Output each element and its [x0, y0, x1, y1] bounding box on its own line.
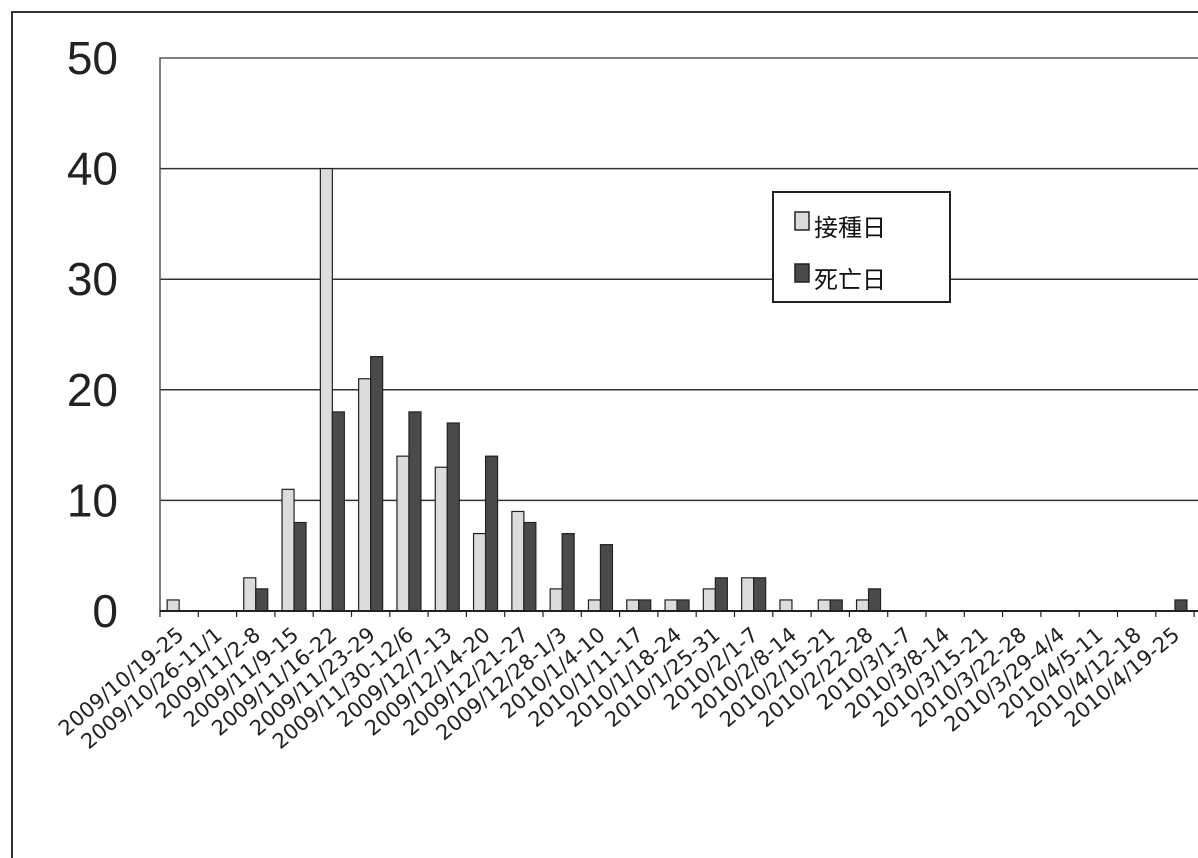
legend-swatch-series-1: [794, 263, 810, 283]
bar-series-0-9: [511, 510, 525, 612]
bar-series-0-2: [243, 577, 257, 612]
bar-series-0-8: [472, 532, 487, 612]
bar-series-1-15: [753, 577, 767, 612]
bar-series-1-11: [599, 544, 614, 612]
gridlines: [160, 167, 1198, 502]
bar-series-1-6: [408, 411, 422, 612]
bar-series-0-7: [434, 466, 448, 612]
bar-series-0-4: [319, 168, 333, 612]
bar-series-1-4: [331, 411, 345, 612]
bar-series-1-10: [561, 532, 575, 612]
legend-label-series-0: 接種日: [814, 214, 886, 242]
bar-series-1-2: [255, 588, 269, 612]
y-tick-label: 20: [67, 364, 118, 416]
bar-series-0-6: [396, 455, 410, 612]
legend: 接種日 死亡日: [772, 191, 951, 303]
legend-box: [772, 191, 951, 303]
bar-series-0-15: [741, 577, 755, 612]
y-tick-label: 30: [67, 253, 118, 305]
bar-series-1-8: [484, 455, 499, 612]
bar-series-1-5: [370, 356, 384, 612]
bar-series-0-5: [358, 378, 372, 612]
y-tick-label: 10: [67, 474, 118, 526]
legend-swatch-series-0: [794, 211, 810, 231]
bar-series-1-13: [676, 599, 690, 612]
bar-series-0-13: [664, 599, 678, 612]
bar-series-0-17: [817, 599, 831, 612]
bar-series-1-26: [1174, 599, 1188, 612]
chart-frame: [11, 11, 1198, 858]
bar-series-1-17: [829, 599, 843, 612]
bar-series-0-18: [855, 599, 870, 612]
bar-series-0-0: [166, 599, 180, 612]
y-tick-label: 40: [67, 143, 118, 195]
y-tick-label: 50: [67, 32, 118, 84]
bar-series-1-7: [446, 422, 460, 612]
bar-series-0-12: [626, 599, 640, 612]
bar-series-1-3: [293, 521, 307, 612]
bar-series-1-18: [867, 588, 882, 612]
legend-label-series-1: 死亡日: [814, 266, 886, 294]
bar-series-0-10: [549, 588, 563, 612]
bar-series-0-11: [587, 599, 602, 612]
bar-series-0-16: [779, 599, 793, 612]
bar-series-0-3: [281, 488, 295, 612]
y-tick-label: 0: [92, 585, 118, 637]
y-axis-ticks: 0 10 20 30 40 50: [67, 32, 118, 637]
bar-series-1-14: [714, 577, 728, 612]
bar-series-1-9: [523, 521, 537, 612]
bar-series-1-12: [638, 599, 652, 612]
bar-series-0-14: [702, 588, 716, 612]
